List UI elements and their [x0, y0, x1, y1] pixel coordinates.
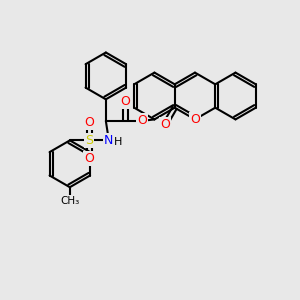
Text: O: O — [84, 152, 94, 165]
Text: S: S — [85, 134, 93, 147]
Text: H: H — [114, 137, 123, 147]
Text: O: O — [160, 118, 170, 131]
Text: N: N — [104, 134, 113, 147]
Text: O: O — [120, 95, 130, 108]
Text: CH₃: CH₃ — [60, 196, 80, 206]
Text: O: O — [137, 114, 147, 128]
Text: O: O — [190, 113, 200, 126]
Text: O: O — [84, 116, 94, 129]
